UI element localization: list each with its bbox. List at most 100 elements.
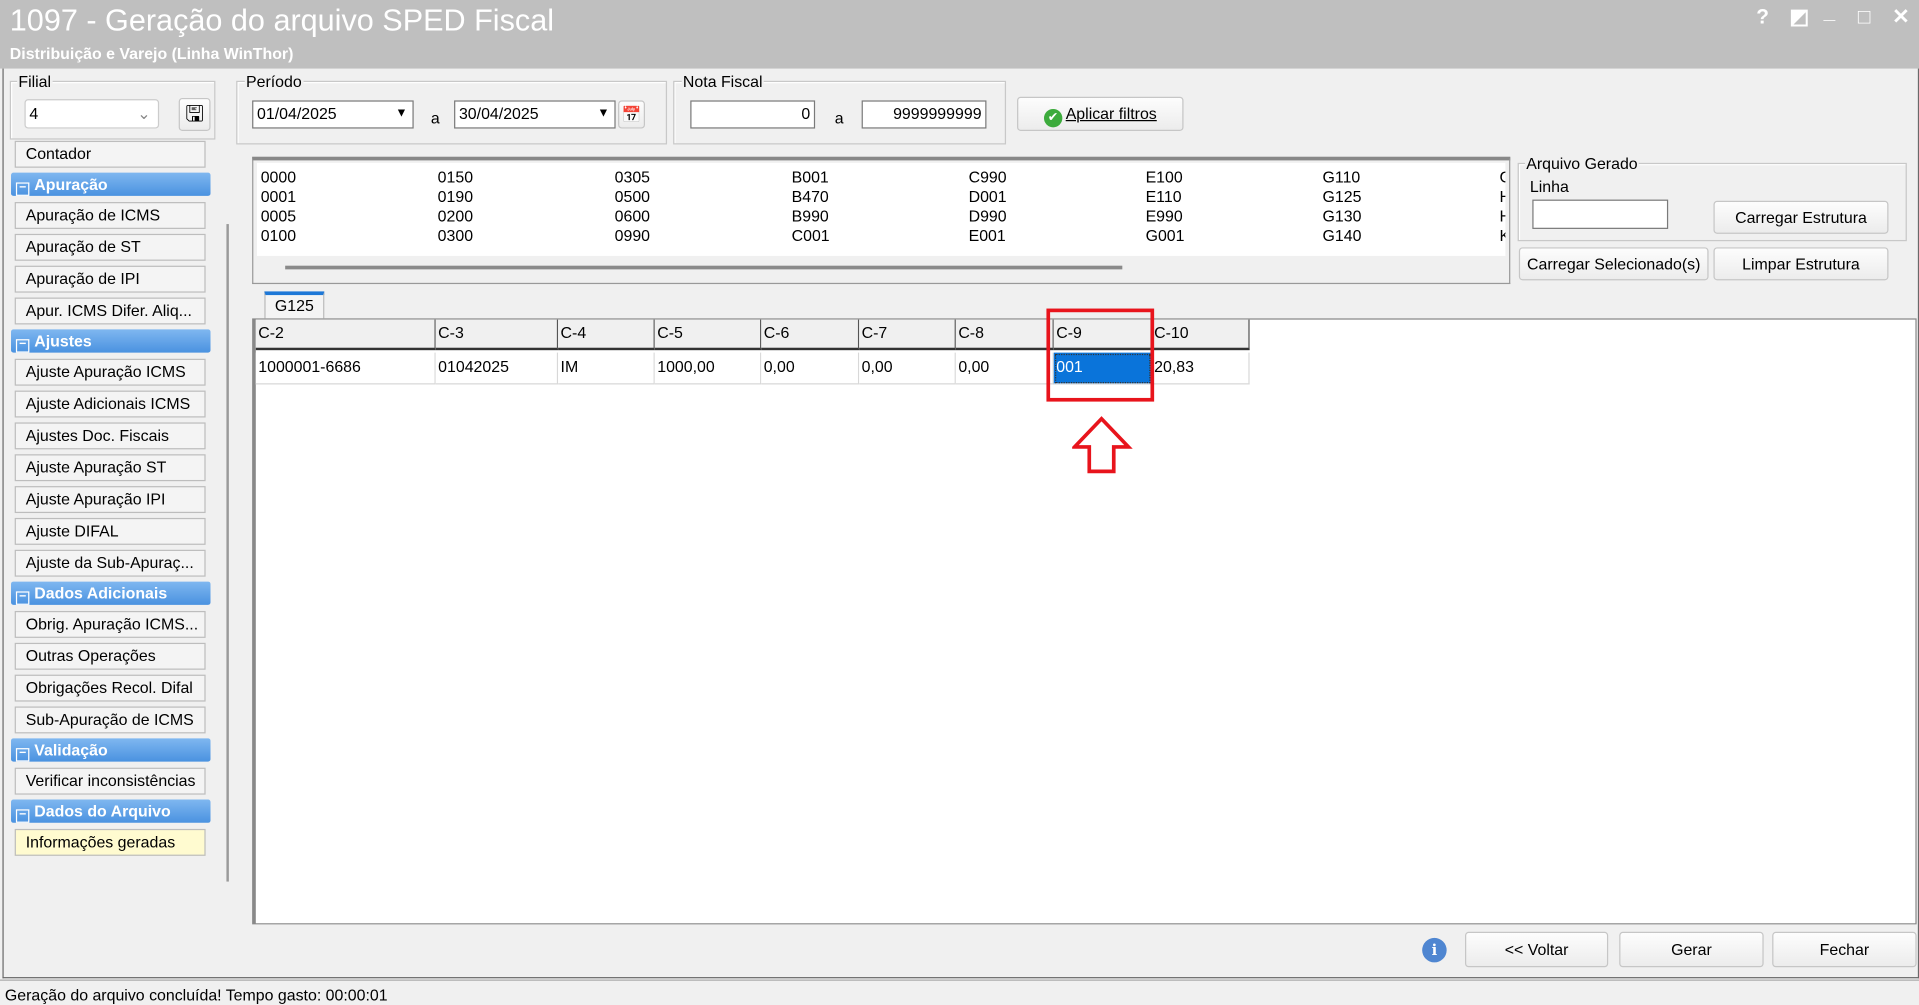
collapse-icon[interactable]: − [15,809,30,823]
horizontal-scrollbar[interactable] [285,265,1123,270]
sidebar-item[interactable]: Informações geradas [14,828,206,856]
sidebar-item[interactable]: Contador [14,140,206,168]
info-icon[interactable]: i [1422,937,1447,963]
collapse-icon[interactable]: − [15,747,30,762]
register-item[interactable]: G [1500,168,1506,186]
fechar-button[interactable]: Fechar [1772,931,1917,968]
register-item[interactable]: B470 [791,187,829,206]
grid-cell[interactable]: 0,00 [859,352,956,385]
sidebar-item[interactable]: Apuração de IPI [14,265,206,293]
sidebar-item[interactable]: Ajustes Doc. Fiscais [14,422,206,450]
register-item[interactable]: 0001 [260,187,297,206]
sidebar-scrollbar[interactable] [226,224,229,882]
register-item[interactable]: C990 [968,167,1007,187]
grid-cell[interactable]: 1000,00 [654,352,762,385]
register-item[interactable]: 0990 [614,226,651,245]
register-list[interactable]: 0000 0001 0005 0100 0150 0190 0200 0300 0305 0500… [252,156,1511,285]
register-item[interactable]: H [1500,207,1506,225]
close-icon[interactable]: ✕ [1892,4,1910,29]
grid-cell[interactable]: 01042025 [435,352,559,385]
register-item[interactable]: 0000 [260,167,297,187]
gerar-button[interactable]: Gerar [1619,931,1764,968]
grid-column-header[interactable]: C-3 [435,319,559,351]
calendar-button[interactable]: 📅 [618,100,645,129]
sidebar-section-header[interactable]: − Dados do Arquivo [11,799,211,823]
register-item[interactable]: G125 [1322,187,1362,206]
register-item[interactable]: 0005 [260,206,297,226]
register-item[interactable]: 0150 [437,167,474,187]
dropdown-arrow-icon[interactable]: ▼ [597,106,610,120]
grid-column-header[interactable]: C-10 [1151,319,1250,351]
sidebar-item[interactable]: Ajuste Adicionais ICMS [14,390,206,418]
register-item[interactable]: H [1500,187,1506,205]
limpar-estrutura-button[interactable]: Limpar Estrutura [1713,247,1889,281]
sidebar-item[interactable]: Sub-Apuração de ICMS [14,706,206,734]
register-item[interactable]: 0300 [437,226,474,245]
sidebar-item[interactable]: Ajuste Apuração ST [14,454,206,482]
sidebar-item[interactable]: Ajuste da Sub-Apuraç... [14,549,206,577]
register-item[interactable]: 0600 [614,206,651,226]
sidebar-section-header[interactable]: − Ajustes [11,329,211,353]
register-item[interactable]: 0500 [614,187,651,206]
sidebar-item[interactable]: Apuração de ICMS [14,202,206,229]
grid-column-header[interactable]: C-4 [558,319,655,351]
sidebar-section-header[interactable]: − Dados Adicionais [11,581,211,605]
sidebar-section-header[interactable]: − Validação [11,738,211,762]
register-item[interactable]: E001 [968,226,1006,245]
register-item[interactable]: G140 [1322,226,1362,245]
sidebar-item[interactable]: Verificar inconsistências [14,767,206,795]
minimize-icon[interactable]: _ [1823,0,1836,24]
restore-icon[interactable]: ◩ [1789,4,1810,29]
register-item[interactable]: E100 [1145,167,1183,187]
grid-column-header[interactable]: C-6 [761,319,860,351]
sidebar-item[interactable]: Outras Operações [14,642,206,670]
dropdown-arrow-icon[interactable]: ▼ [395,106,408,120]
register-item[interactable]: B990 [791,206,829,226]
save-button[interactable]: 🖫 [178,97,211,132]
linha-input[interactable] [1532,199,1669,229]
register-item[interactable]: G110 [1322,167,1361,187]
grid-cell[interactable]: IM [558,352,655,385]
carregar-selecionados-button[interactable]: Carregar Selecionado(s) [1518,247,1709,281]
register-item[interactable]: 0190 [437,187,474,206]
register-item[interactable]: E990 [1145,206,1183,226]
register-item[interactable]: D990 [968,206,1007,226]
sidebar-item[interactable]: Ajuste Apuração IPI [14,486,206,514]
sidebar-item[interactable]: Apur. ICMS Difer. Aliq... [14,297,206,325]
grid-column-header[interactable]: C-2 [255,319,436,351]
collapse-icon[interactable]: − [15,182,30,196]
tab-g125[interactable]: G125 [264,291,325,319]
grid-cell[interactable]: 0,00 [761,352,860,385]
nota-from-input[interactable]: 0 [690,100,816,129]
register-item[interactable]: 0200 [437,206,474,226]
nota-to-input[interactable]: 9999999999 [861,100,987,129]
apply-filters-button[interactable]: ✔ Aplicar filtros [1017,96,1184,132]
filial-select[interactable]: 4 ⌄ [24,99,160,129]
carregar-estrutura-button[interactable]: Carregar Estrutura [1713,200,1889,234]
grid-column-header[interactable]: C-8 [955,319,1054,351]
sidebar-item[interactable]: Apuração de ST [14,233,206,261]
grid-cell[interactable]: 20,83 [1151,352,1250,385]
register-item[interactable]: B001 [791,167,829,187]
periodo-from-input[interactable]: 01/04/2025 ▼ [252,100,414,129]
register-item[interactable]: D001 [968,187,1007,206]
grid-column-header[interactable]: C-5 [654,319,762,351]
sidebar-item[interactable]: Ajuste Apuração ICMS [14,358,206,386]
maximize-icon[interactable]: □ [1857,4,1871,29]
register-item[interactable]: K [1500,227,1506,245]
sidebar-section-header[interactable]: − Apuração [11,172,211,196]
voltar-button[interactable]: << Voltar [1465,931,1609,968]
register-item[interactable]: E110 [1145,187,1182,206]
grid-column-header[interactable]: C-7 [859,319,956,351]
register-item[interactable]: 0305 [614,167,651,187]
collapse-icon[interactable]: − [15,339,30,353]
grid-cell[interactable]: 0,00 [955,352,1054,385]
sidebar-item[interactable]: Obrig. Apuração ICMS... [14,610,206,638]
periodo-to-input[interactable]: 30/04/2025 ▼ [454,100,616,129]
register-item[interactable]: C001 [791,226,830,245]
register-item[interactable]: 0100 [260,226,297,245]
register-item[interactable]: G001 [1145,226,1185,245]
help-icon[interactable]: ? [1756,4,1770,29]
register-item[interactable]: G130 [1322,206,1362,226]
sidebar-item[interactable]: Ajuste DIFAL [14,517,206,545]
